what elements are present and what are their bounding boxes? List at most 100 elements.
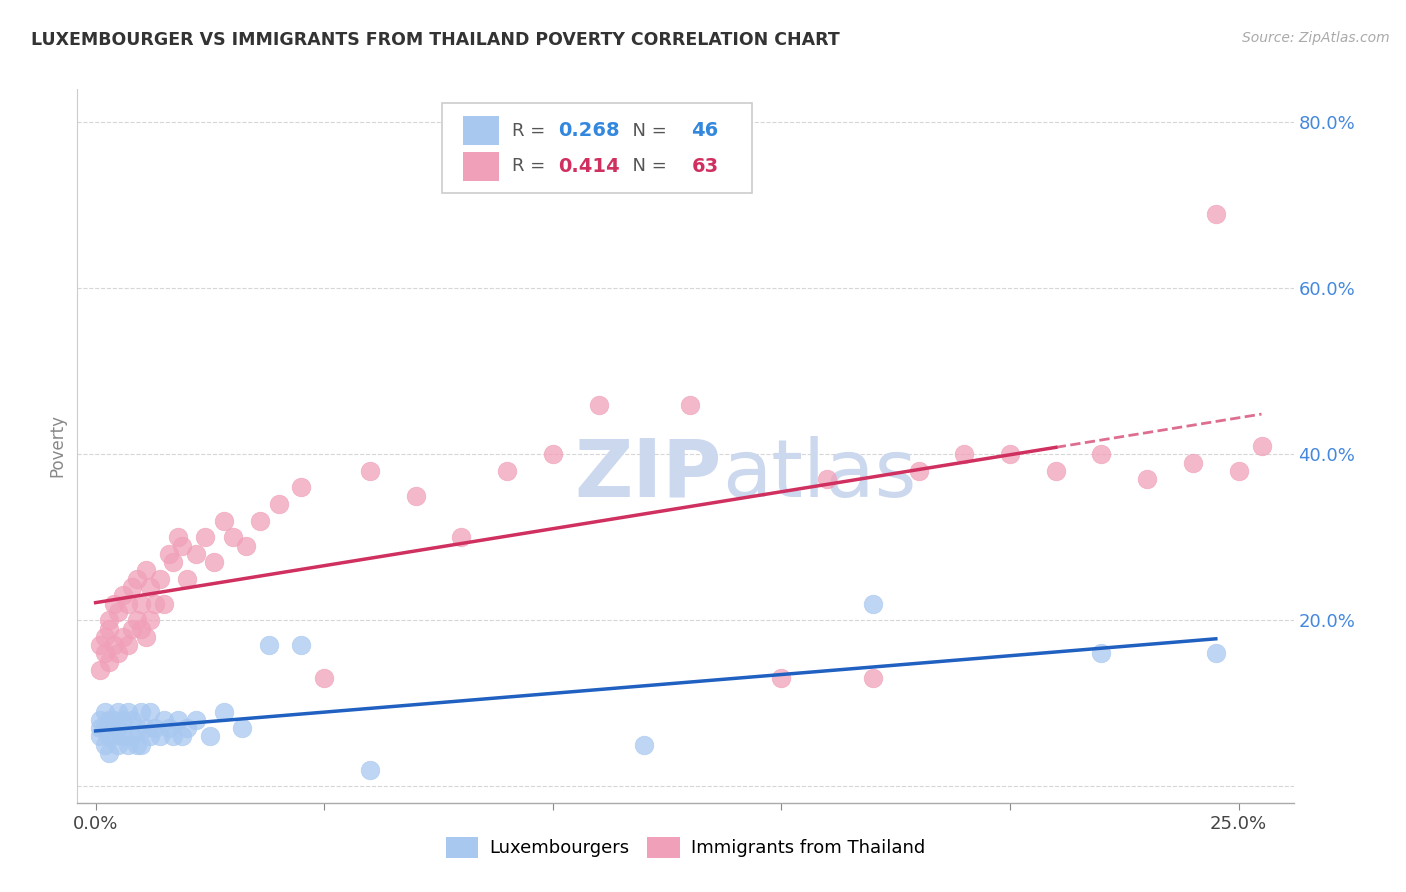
Point — [139, 705, 162, 719]
Point — [121, 730, 143, 744]
Point — [131, 705, 153, 719]
Point — [222, 530, 245, 544]
Point — [139, 730, 162, 744]
Point — [94, 647, 117, 661]
Point — [633, 738, 655, 752]
Point — [135, 564, 157, 578]
Point — [186, 713, 208, 727]
Point — [98, 713, 121, 727]
Point — [290, 481, 312, 495]
Point — [359, 763, 381, 777]
Point — [98, 622, 121, 636]
Point — [450, 530, 472, 544]
Point — [143, 597, 166, 611]
Point — [815, 472, 838, 486]
Point — [125, 613, 148, 627]
Point — [679, 397, 702, 411]
Point — [235, 539, 257, 553]
Point — [139, 613, 162, 627]
Point — [125, 572, 148, 586]
Point — [157, 547, 180, 561]
Point — [176, 572, 198, 586]
FancyBboxPatch shape — [463, 152, 499, 180]
Point — [907, 464, 929, 478]
Point — [153, 713, 176, 727]
Text: R =: R = — [512, 157, 551, 175]
Point — [1205, 207, 1227, 221]
Point — [135, 630, 157, 644]
Point — [89, 730, 111, 744]
Point — [405, 489, 427, 503]
Text: 63: 63 — [692, 157, 718, 176]
Point — [212, 514, 235, 528]
Point — [117, 705, 139, 719]
Point — [167, 530, 190, 544]
Point — [98, 730, 121, 744]
Point — [98, 655, 121, 669]
Point — [107, 605, 129, 619]
Point — [149, 730, 172, 744]
Point — [496, 464, 519, 478]
Point — [162, 555, 184, 569]
Point — [135, 721, 157, 735]
Point — [1205, 647, 1227, 661]
Point — [112, 588, 135, 602]
Point — [1136, 472, 1159, 486]
Point — [770, 671, 793, 685]
Point — [103, 730, 125, 744]
Point — [1045, 464, 1067, 478]
Point — [1181, 456, 1204, 470]
Point — [162, 730, 184, 744]
Point — [131, 738, 153, 752]
Point — [1090, 647, 1112, 661]
Point — [290, 638, 312, 652]
Point — [125, 738, 148, 752]
Point — [172, 539, 194, 553]
Point — [131, 597, 153, 611]
Text: ZIP: ZIP — [575, 435, 721, 514]
Point — [998, 447, 1021, 461]
Text: LUXEMBOURGER VS IMMIGRANTS FROM THAILAND POVERTY CORRELATION CHART: LUXEMBOURGER VS IMMIGRANTS FROM THAILAND… — [31, 31, 839, 49]
Text: atlas: atlas — [721, 435, 917, 514]
Point — [89, 638, 111, 652]
Y-axis label: Poverty: Poverty — [48, 415, 66, 477]
Point — [1227, 464, 1250, 478]
Point — [89, 713, 111, 727]
Point — [94, 738, 117, 752]
Point — [139, 580, 162, 594]
Point — [125, 721, 148, 735]
Text: 0.268: 0.268 — [558, 121, 620, 140]
Point — [212, 705, 235, 719]
Text: Source: ZipAtlas.com: Source: ZipAtlas.com — [1241, 31, 1389, 45]
Point — [107, 705, 129, 719]
Point — [157, 721, 180, 735]
Point — [117, 738, 139, 752]
Point — [953, 447, 976, 461]
Point — [153, 597, 176, 611]
Point — [107, 721, 129, 735]
Point — [249, 514, 271, 528]
Point — [862, 597, 884, 611]
Point — [94, 721, 117, 735]
Point — [131, 622, 153, 636]
Point — [103, 713, 125, 727]
Text: R =: R = — [512, 121, 551, 139]
Point — [359, 464, 381, 478]
Point — [198, 730, 221, 744]
Point — [121, 713, 143, 727]
Text: 46: 46 — [692, 121, 718, 140]
Point — [121, 580, 143, 594]
Point — [314, 671, 336, 685]
Point — [94, 705, 117, 719]
Point — [98, 746, 121, 760]
Point — [121, 622, 143, 636]
Point — [231, 721, 253, 735]
FancyBboxPatch shape — [463, 116, 499, 145]
Point — [89, 663, 111, 677]
Point — [259, 638, 281, 652]
Point — [1250, 439, 1272, 453]
Point — [862, 671, 884, 685]
Point — [204, 555, 226, 569]
Point — [94, 630, 117, 644]
Legend: Luxembourgers, Immigrants from Thailand: Luxembourgers, Immigrants from Thailand — [439, 830, 932, 865]
